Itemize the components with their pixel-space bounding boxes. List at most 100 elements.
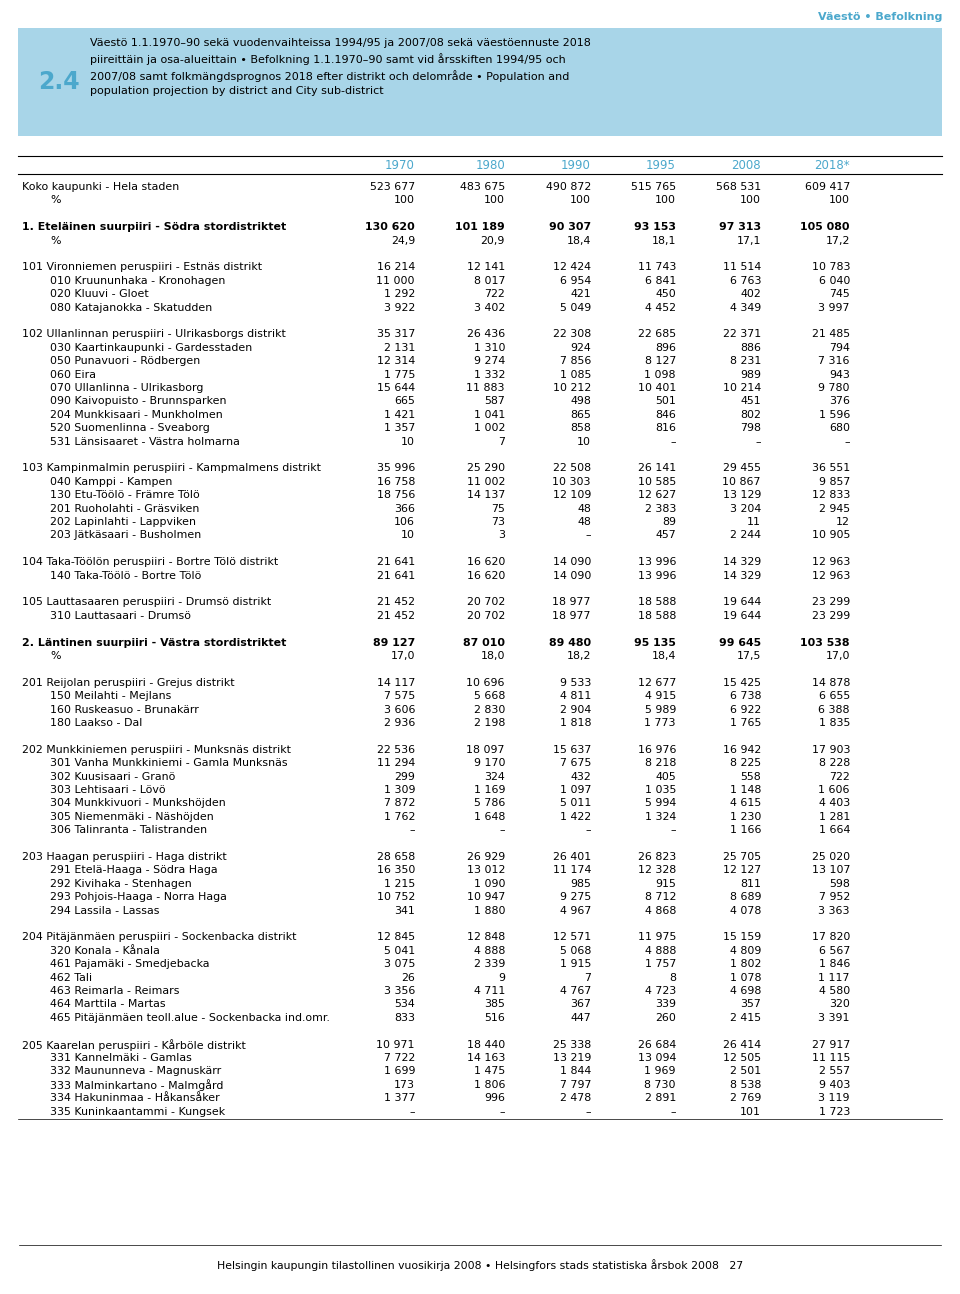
Text: 366: 366 [394, 503, 415, 514]
Text: 12 677: 12 677 [637, 678, 676, 688]
Text: 11 294: 11 294 [376, 758, 415, 769]
Text: 7 316: 7 316 [819, 356, 850, 366]
Text: 12 848: 12 848 [467, 933, 505, 942]
Text: 11 514: 11 514 [723, 263, 761, 273]
Text: 1 475: 1 475 [473, 1066, 505, 1077]
Text: 48: 48 [577, 518, 591, 527]
Text: 6 763: 6 763 [730, 276, 761, 286]
Text: 501: 501 [655, 396, 676, 406]
Text: 19 644: 19 644 [723, 598, 761, 607]
Text: 745: 745 [829, 289, 850, 299]
Text: 16 350: 16 350 [376, 866, 415, 876]
Text: 1980: 1980 [475, 159, 505, 172]
Text: 2 904: 2 904 [560, 705, 591, 714]
Text: 25 705: 25 705 [723, 851, 761, 862]
Text: 6 388: 6 388 [819, 705, 850, 714]
Text: 17,1: 17,1 [736, 236, 761, 246]
Text: 1 762: 1 762 [384, 811, 415, 822]
Text: 21 485: 21 485 [812, 330, 850, 339]
Text: 22 536: 22 536 [377, 745, 415, 754]
Text: 16 214: 16 214 [376, 263, 415, 273]
Text: 8 218: 8 218 [644, 758, 676, 769]
Text: 1 085: 1 085 [560, 370, 591, 379]
Text: 17,0: 17,0 [826, 651, 850, 661]
Text: 1 377: 1 377 [383, 1093, 415, 1104]
Text: 12 845: 12 845 [377, 933, 415, 942]
Text: 104 Taka-Töölön peruspiiri - Bortre Tölö distrikt: 104 Taka-Töölön peruspiiri - Bortre Tölö… [22, 558, 278, 567]
Text: 1 357: 1 357 [384, 423, 415, 433]
Text: 22 508: 22 508 [553, 463, 591, 474]
Text: 2 383: 2 383 [644, 503, 676, 514]
Text: 722: 722 [484, 289, 505, 299]
Text: 3 997: 3 997 [819, 303, 850, 313]
Text: 293 Pohjois-Haaga - Norra Haga: 293 Pohjois-Haaga - Norra Haga [50, 892, 227, 902]
Text: 060 Eira: 060 Eira [50, 370, 96, 379]
Text: 9 403: 9 403 [819, 1079, 850, 1090]
Text: 3: 3 [498, 531, 505, 541]
Text: 1 292: 1 292 [384, 289, 415, 299]
Text: 1995: 1995 [646, 159, 676, 172]
Text: 2 891: 2 891 [644, 1093, 676, 1104]
Text: %: % [50, 195, 60, 206]
Text: 7 675: 7 675 [560, 758, 591, 769]
Text: %: % [50, 236, 60, 246]
Text: 4 349: 4 349 [730, 303, 761, 313]
Text: 292 Kivihaka - Stenhagen: 292 Kivihaka - Stenhagen [50, 879, 192, 889]
Text: 483 675: 483 675 [460, 182, 505, 192]
Text: 2 557: 2 557 [819, 1066, 850, 1077]
Text: 405: 405 [656, 771, 676, 782]
Text: 9 170: 9 170 [473, 758, 505, 769]
Text: 376: 376 [829, 396, 850, 406]
Text: Helsingin kaupungin tilastollinen vuosikirja 2008 • Helsingfors stads statistisk: Helsingin kaupungin tilastollinen vuosik… [217, 1259, 743, 1271]
Text: 1 002: 1 002 [473, 423, 505, 433]
Text: 8: 8 [669, 973, 676, 982]
Text: 13 129: 13 129 [723, 490, 761, 501]
Text: 498: 498 [570, 396, 591, 406]
Text: 13 012: 13 012 [467, 866, 505, 876]
Text: 16 976: 16 976 [637, 745, 676, 754]
Text: 11 883: 11 883 [467, 383, 505, 393]
Text: 040 Kamppi - Kampen: 040 Kamppi - Kampen [50, 476, 173, 487]
Text: 6 567: 6 567 [819, 946, 850, 956]
Text: 1 041: 1 041 [473, 410, 505, 419]
Text: 523 677: 523 677 [370, 182, 415, 192]
Text: 462 Tali: 462 Tali [50, 973, 92, 982]
Text: 299: 299 [395, 771, 415, 782]
Text: 858: 858 [570, 423, 591, 433]
Text: 4 580: 4 580 [819, 986, 850, 996]
Text: 989: 989 [740, 370, 761, 379]
Text: 10 585: 10 585 [637, 476, 676, 487]
Text: 5 786: 5 786 [473, 798, 505, 809]
Text: 201 Ruoholahti - Gräsviken: 201 Ruoholahti - Gräsviken [50, 503, 200, 514]
Text: 2 936: 2 936 [384, 718, 415, 729]
Text: 5 011: 5 011 [560, 798, 591, 809]
Text: 14 090: 14 090 [553, 571, 591, 581]
Text: 1 310: 1 310 [473, 343, 505, 353]
Text: 11: 11 [747, 518, 761, 527]
Text: 5 994: 5 994 [645, 798, 676, 809]
Text: 36 551: 36 551 [812, 463, 850, 474]
Text: 11 975: 11 975 [637, 933, 676, 942]
Text: 7: 7 [584, 973, 591, 982]
Text: 14 090: 14 090 [553, 558, 591, 567]
Text: 75: 75 [492, 503, 505, 514]
Text: 12 571: 12 571 [553, 933, 591, 942]
Text: –: – [410, 1106, 415, 1117]
Text: 203 Jätkäsaari - Busholmen: 203 Jätkäsaari - Busholmen [50, 531, 202, 541]
Text: 2.4: 2.4 [38, 70, 80, 94]
Text: 18 977: 18 977 [553, 611, 591, 621]
Text: 722: 722 [829, 771, 850, 782]
Text: 95 135: 95 135 [635, 638, 676, 647]
Text: 4 615: 4 615 [730, 798, 761, 809]
Text: 367: 367 [570, 999, 591, 1009]
Text: 12 127: 12 127 [723, 866, 761, 876]
Text: 030 Kaartinkaupunki - Gardesstaden: 030 Kaartinkaupunki - Gardesstaden [50, 343, 252, 353]
Text: 12: 12 [836, 518, 850, 527]
Text: 18 440: 18 440 [467, 1039, 505, 1049]
Text: 21 452: 21 452 [377, 611, 415, 621]
Text: 22 371: 22 371 [723, 330, 761, 339]
Text: 12 833: 12 833 [811, 490, 850, 501]
Text: 15 425: 15 425 [723, 678, 761, 688]
Text: 010 Kruununhaka - Kronohagen: 010 Kruununhaka - Kronohagen [50, 276, 226, 286]
Text: 1 806: 1 806 [473, 1079, 505, 1090]
